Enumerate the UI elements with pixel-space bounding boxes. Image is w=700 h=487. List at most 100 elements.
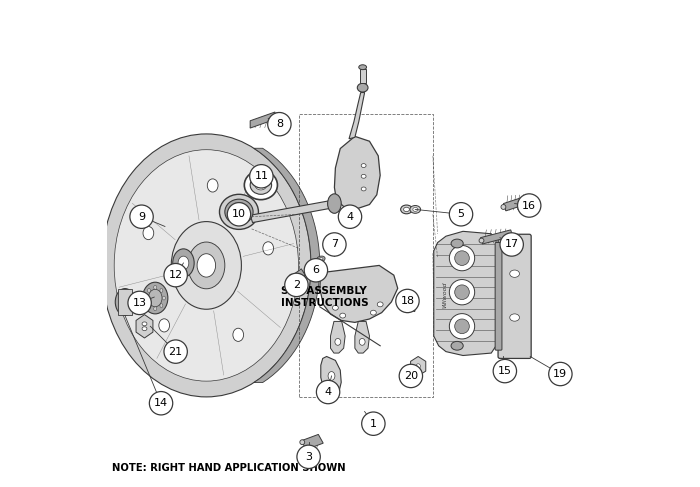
Text: 21: 21 [169,347,183,356]
Ellipse shape [479,238,484,243]
Ellipse shape [142,327,147,331]
Ellipse shape [148,289,162,307]
Ellipse shape [145,296,148,300]
Ellipse shape [143,282,168,314]
Ellipse shape [416,364,421,369]
Ellipse shape [244,206,248,209]
Circle shape [395,289,419,313]
FancyBboxPatch shape [495,243,502,350]
Ellipse shape [154,285,157,289]
Circle shape [323,233,346,256]
Circle shape [517,194,541,217]
Ellipse shape [449,280,475,305]
Ellipse shape [142,322,147,326]
Ellipse shape [300,440,304,445]
Text: 19: 19 [553,369,568,379]
Polygon shape [397,298,416,312]
Ellipse shape [234,218,238,221]
Circle shape [338,205,362,228]
Circle shape [304,259,328,282]
Text: 8: 8 [276,119,283,129]
Ellipse shape [178,256,189,270]
Ellipse shape [510,270,519,277]
Text: 7: 7 [331,240,338,249]
Ellipse shape [233,328,244,341]
Circle shape [549,362,572,386]
Circle shape [130,205,153,228]
Ellipse shape [510,314,519,321]
Ellipse shape [143,226,154,240]
Ellipse shape [328,372,335,380]
Circle shape [500,233,524,256]
Ellipse shape [230,215,234,218]
Ellipse shape [334,238,342,244]
Circle shape [399,364,423,388]
Text: 6: 6 [312,265,319,275]
Text: SEE ASSEMBLY
INSTRUCTIONS: SEE ASSEMBLY INSTRUCTIONS [281,286,368,308]
Ellipse shape [455,319,469,334]
Text: 15: 15 [498,366,512,376]
Ellipse shape [207,179,218,192]
Ellipse shape [244,215,248,218]
Ellipse shape [451,341,463,350]
Polygon shape [250,112,275,128]
Text: 13: 13 [132,298,146,308]
Ellipse shape [160,304,163,308]
Ellipse shape [230,206,234,209]
Circle shape [449,203,473,226]
Ellipse shape [160,288,163,292]
Polygon shape [411,356,426,376]
Ellipse shape [400,205,412,214]
Ellipse shape [159,319,169,332]
Ellipse shape [361,187,366,191]
Text: 20: 20 [404,371,418,381]
Ellipse shape [102,134,311,397]
Circle shape [164,340,188,363]
Ellipse shape [148,288,150,292]
Text: 5: 5 [458,209,465,219]
Ellipse shape [250,176,272,194]
Ellipse shape [357,83,368,92]
Ellipse shape [328,248,332,251]
Ellipse shape [451,239,463,248]
Ellipse shape [326,246,334,252]
Ellipse shape [220,194,258,229]
Ellipse shape [335,338,341,345]
Polygon shape [355,321,370,353]
Text: 10: 10 [232,209,246,219]
Ellipse shape [336,240,340,243]
Polygon shape [434,231,496,356]
Ellipse shape [228,210,232,213]
Ellipse shape [359,338,365,345]
Ellipse shape [154,307,157,311]
Ellipse shape [370,310,377,315]
Ellipse shape [396,299,401,303]
Bar [118,289,132,315]
Ellipse shape [455,251,469,265]
Polygon shape [250,200,338,223]
Text: 4: 4 [346,212,354,222]
Ellipse shape [328,194,341,213]
Ellipse shape [116,288,134,316]
Text: 3: 3 [305,452,312,462]
Ellipse shape [410,206,421,213]
Ellipse shape [501,205,506,209]
Ellipse shape [449,245,475,271]
Circle shape [128,291,151,315]
Text: 9: 9 [138,212,145,222]
Ellipse shape [455,285,469,300]
Polygon shape [320,265,398,322]
Circle shape [316,380,340,404]
Circle shape [297,445,321,468]
Ellipse shape [244,170,277,200]
Polygon shape [349,93,365,139]
Polygon shape [480,230,512,244]
FancyBboxPatch shape [498,234,531,358]
Text: 12: 12 [169,270,183,280]
Text: 17: 17 [505,240,519,249]
Polygon shape [335,136,380,209]
Polygon shape [136,315,153,338]
Text: 4: 4 [325,387,332,397]
Ellipse shape [162,296,165,300]
Ellipse shape [413,207,418,211]
